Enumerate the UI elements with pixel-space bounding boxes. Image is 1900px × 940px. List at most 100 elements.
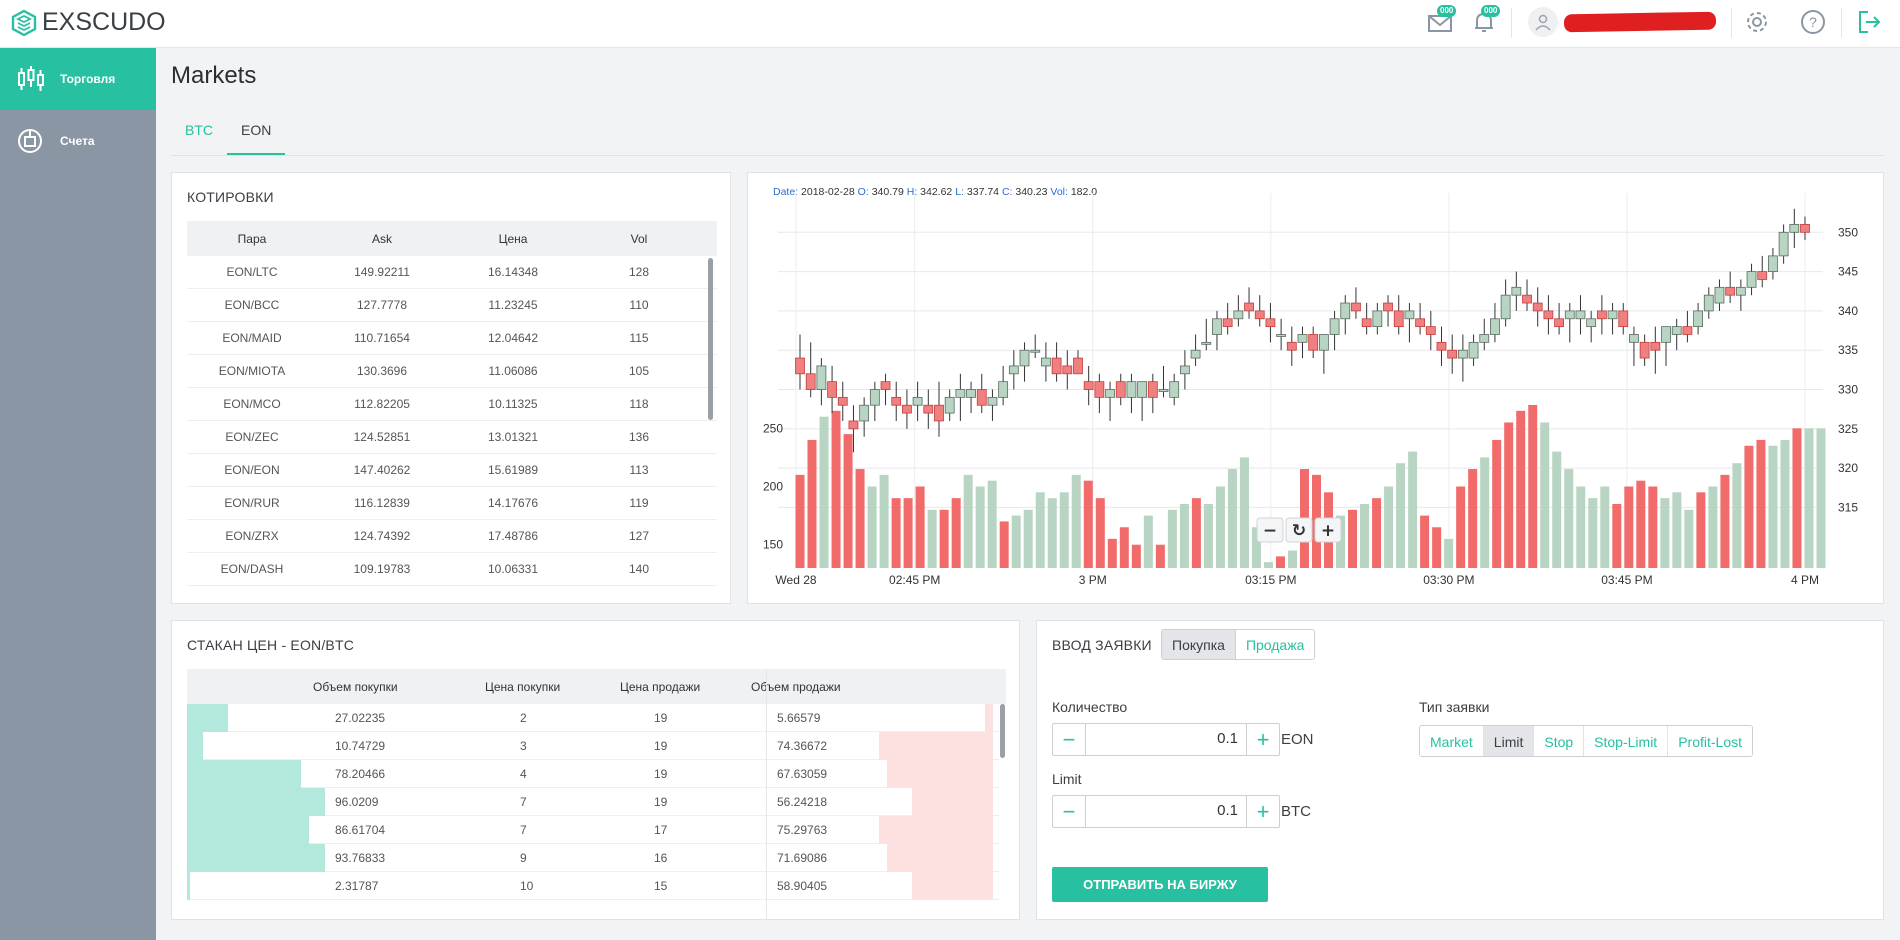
quantity-decrement-button[interactable]: − [1053, 724, 1085, 755]
buy-side-button[interactable]: Покупка [1162, 630, 1236, 659]
page-title: Markets [171, 62, 257, 89]
avatar[interactable] [1528, 7, 1558, 37]
candle-body [1073, 357, 1083, 375]
table-row[interactable]: EON/RUR 116.12839 14.17676 119 [187, 487, 717, 520]
candle-body [837, 396, 848, 406]
orderbook-scrollbar[interactable] [1000, 704, 1005, 758]
column-header-vol[interactable]: Vol [630, 231, 648, 246]
candle-body [1105, 389, 1115, 398]
column-header-ask[interactable]: Ask [371, 231, 392, 246]
sidebar-item-trading[interactable]: Торговля [0, 48, 156, 110]
volume-bar [1155, 544, 1165, 568]
volume-bar [1275, 556, 1285, 568]
volume-bar [1131, 544, 1141, 568]
logout-button[interactable] [1855, 8, 1883, 36]
notifications-button[interactable]: 000 [1470, 5, 1501, 36]
buy-price: 2 [520, 711, 527, 725]
limit-increment-button[interactable]: + [1247, 796, 1279, 827]
order-type-profit-lost[interactable]: Profit-Lost [1668, 726, 1753, 756]
limit-input[interactable]: 0.1 [1085, 796, 1247, 827]
orderbook-row[interactable]: 78.20466 4 19 67.63059 [187, 760, 999, 788]
settings-button[interactable] [1743, 8, 1771, 36]
sell-price: 19 [654, 739, 668, 753]
zoom-in-button-label: + [1321, 521, 1335, 541]
minus-icon: − [1062, 726, 1076, 752]
candle-body [1703, 294, 1714, 312]
volume-bar [1624, 486, 1634, 568]
tab-btc[interactable]: BTC [185, 122, 213, 138]
table-row[interactable]: EON/MAID 110.71654 12.04642 115 [187, 322, 717, 355]
buy-price: 3 [520, 739, 527, 753]
candlestick-chart[interactable]: 315 320 325 330 335 340 345 350 Wed 28 02:45 PM 3 … [748, 173, 1883, 603]
volume-bar [1780, 439, 1790, 568]
column-header-price[interactable]: Цена [498, 231, 528, 246]
zoom-out-button[interactable] [1256, 517, 1284, 543]
tab-eon[interactable]: EON [227, 112, 286, 156]
logo[interactable]: EXSCUDO [10, 8, 166, 37]
quantity-input[interactable]: 0.1 [1085, 724, 1247, 755]
volume-bar [1360, 503, 1370, 568]
order-type-market[interactable]: Market [1420, 726, 1484, 756]
sell-depth-bar [879, 816, 993, 844]
order-type-stop-limit[interactable]: Stop-Limit [1584, 726, 1669, 756]
volume-value: 182.0 [1070, 186, 1098, 198]
table-row[interactable]: EON/ZEC 124.52851 13.01321 136 [187, 421, 717, 454]
volume-bar [795, 474, 805, 568]
sell-price: 17 [654, 823, 668, 837]
candle-body [1746, 271, 1757, 288]
reset-zoom-button[interactable] [1285, 517, 1313, 543]
help-button[interactable]: ? [1799, 8, 1827, 36]
table-row[interactable]: EON/DASH 109.19783 10.06331 140 [187, 553, 717, 586]
candle-body [1179, 365, 1190, 375]
orderbook-row[interactable]: 93.76833 9 16 71.69086 [187, 844, 999, 872]
orderbook-row[interactable]: 96.0209 7 19 56.24218 [187, 788, 999, 816]
volume-bar [1047, 498, 1057, 568]
column-header-buy-volume: Объем покупки [313, 680, 398, 694]
orderbook-row[interactable]: 86.61704 7 17 75.29763 [187, 816, 999, 844]
sell-volume: 67.63059 [777, 767, 828, 781]
candle-body [1511, 286, 1522, 296]
order-type-limit[interactable]: Limit [1483, 726, 1535, 756]
volume-bar [951, 498, 961, 568]
volume-bar [1708, 486, 1718, 568]
table-row[interactable]: EON/MCO 112.82205 10.11325 118 [187, 388, 717, 421]
market-tabs: BTC EON [171, 112, 286, 156]
price-cell: 16.14348 [487, 265, 539, 279]
messages-button[interactable]: 000 [1426, 5, 1457, 36]
sidebar-item-accounts[interactable]: Счета [0, 110, 156, 172]
candle-body [1094, 381, 1105, 398]
candle-body [1661, 326, 1671, 343]
volume-bar [1191, 498, 1201, 568]
sell-side-button[interactable]: Продажа [1235, 630, 1315, 659]
orderbook-row[interactable]: 27.02235 2 19 5.66579 [187, 704, 999, 732]
buy-depth-bar [187, 872, 190, 900]
order-type-stop[interactable]: Stop [1534, 726, 1585, 756]
table-row[interactable]: EON/LTC 149.92211 16.14348 128 [187, 256, 717, 289]
table-row[interactable]: EON/MIOTA 130.3696 11.06086 105 [187, 355, 717, 388]
date-value: 2018-02-28 [801, 186, 855, 198]
submit-order-button[interactable]: ОТПРАВИТЬ НА БИРЖУ [1052, 867, 1268, 902]
sell-depth-bar [887, 760, 993, 788]
orderbook-row[interactable]: 10.74729 3 19 74.36672 [187, 732, 999, 760]
help-icon: ? [1801, 10, 1825, 34]
column-header-pair[interactable]: Пара [237, 231, 267, 246]
table-row[interactable]: EON/ZRX 124.74392 17.48786 127 [187, 520, 717, 553]
table-row[interactable]: EON/BCC 127.7778 11.23245 110 [187, 289, 717, 322]
candle-body [1276, 334, 1287, 337]
table-row[interactable]: EON/EON 147.40262 15.61989 113 [187, 454, 717, 487]
sell-price: 19 [654, 795, 668, 809]
quotes-scrollbar[interactable] [708, 258, 713, 420]
quotes-table: Пара Ask Цена Vol EON/LTC 149.92211 16.143… [187, 221, 717, 586]
buy-volume: 27.02235 [335, 711, 386, 725]
candle-body [1233, 310, 1244, 320]
candle-body [1340, 302, 1351, 320]
orderbook-row[interactable]: 2.31787 10 15 58.90405 [187, 872, 999, 900]
sell-volume: 56.24218 [777, 795, 828, 809]
candle-body [1030, 349, 1041, 353]
quantity-increment-button[interactable]: + [1247, 724, 1279, 755]
candle-body [1008, 365, 1019, 375]
limit-decrement-button[interactable]: − [1053, 796, 1085, 827]
zoom-in-button[interactable] [1314, 517, 1342, 543]
price-tick-label: 345 [1838, 265, 1858, 279]
candle-body [1789, 224, 1800, 233]
